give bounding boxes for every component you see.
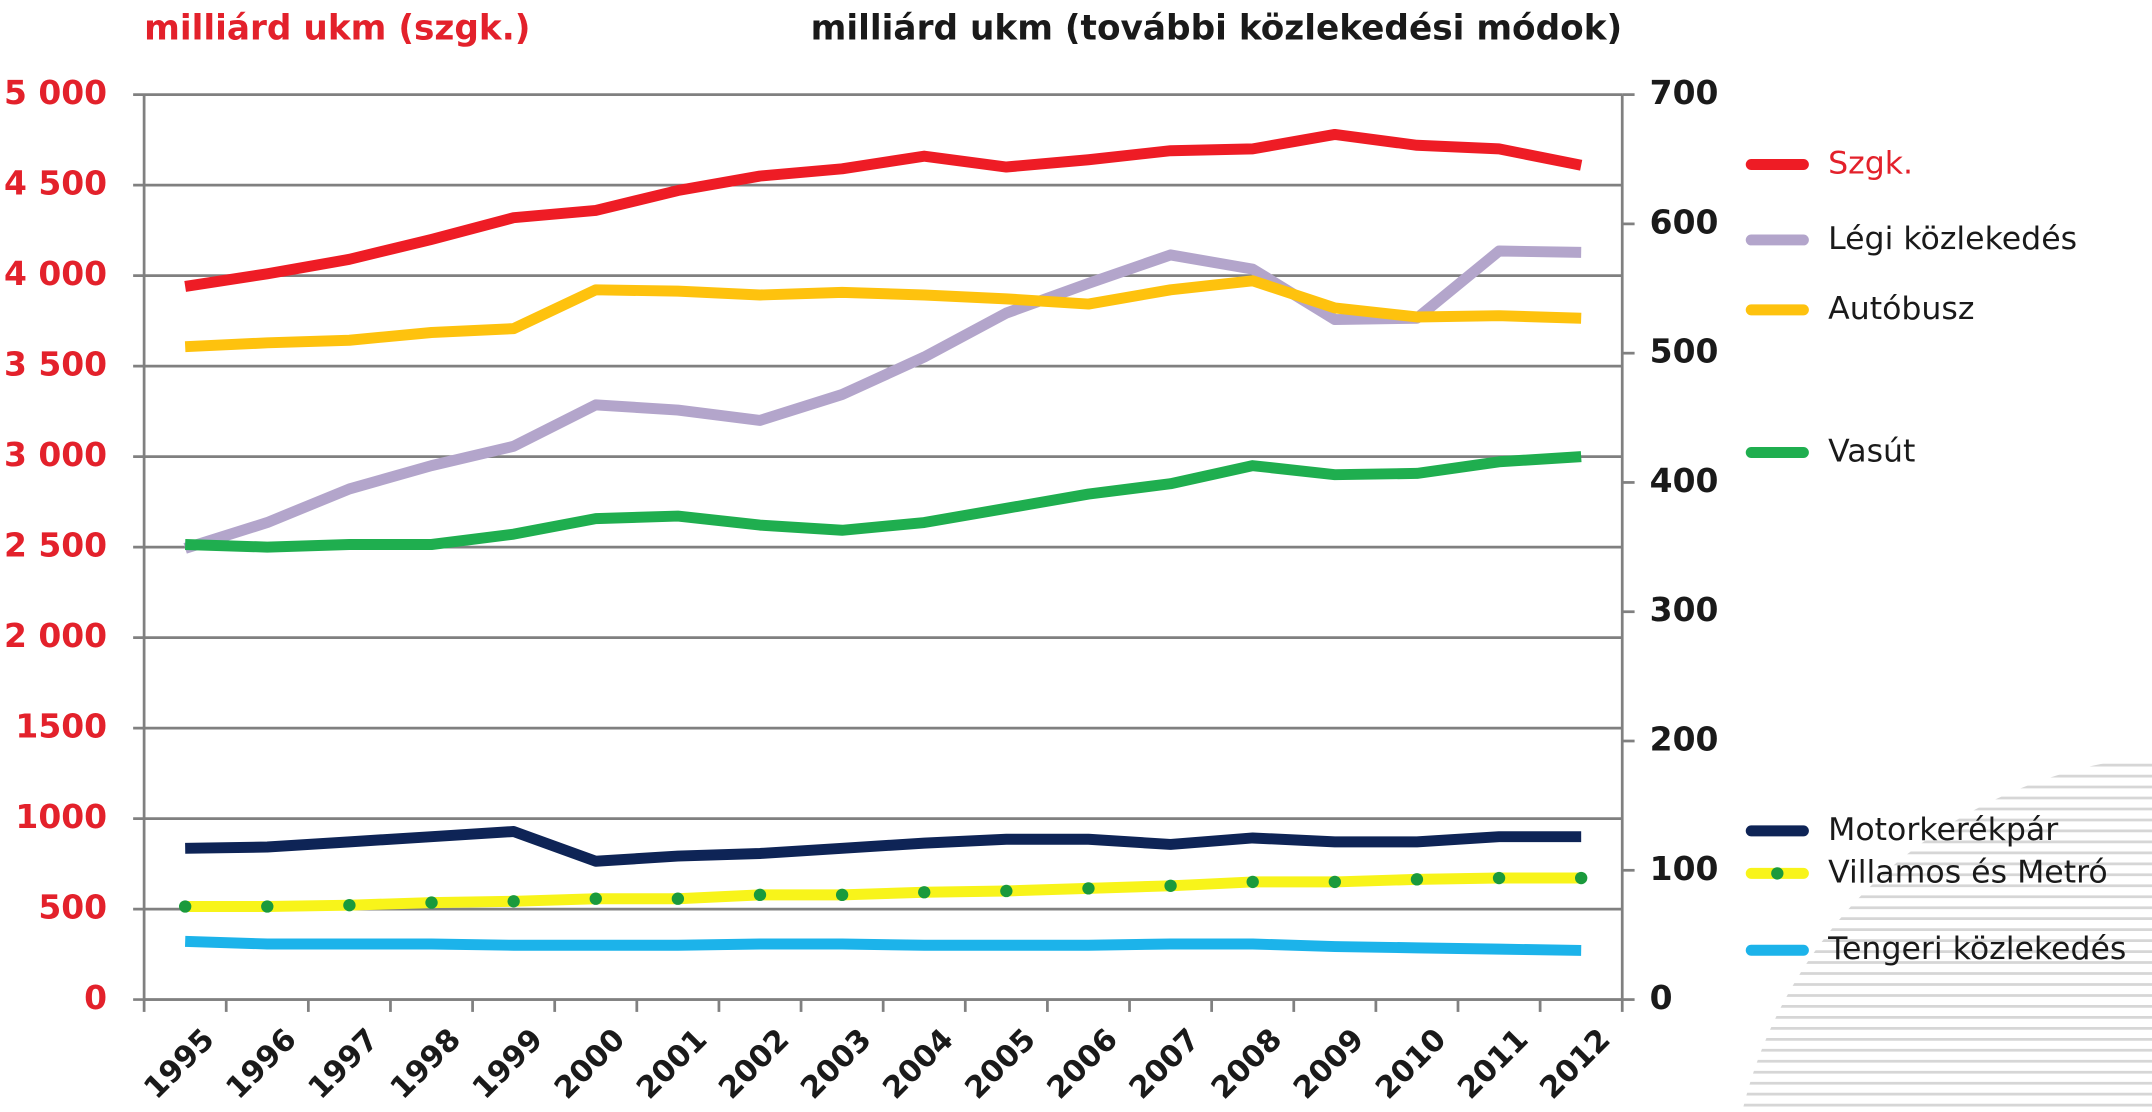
y2-axis-title: milliárd ukm (további közlekedési módok) <box>811 9 1623 49</box>
y2-tick-label: 200 <box>1650 720 1719 759</box>
x-tick-label: 2011 <box>1451 1022 1535 1106</box>
x-tick-label: 2008 <box>1205 1022 1289 1106</box>
y-tick-label: 5 000 <box>4 73 107 112</box>
point <box>1492 871 1506 885</box>
legend-label: Motorkerékpár <box>1828 812 2058 848</box>
legend-label: Vasút <box>1828 433 1915 469</box>
x-tick-label: 1996 <box>220 1022 304 1106</box>
x-tick-label: 2007 <box>1123 1022 1207 1106</box>
x-tick-label: 2012 <box>1533 1022 1617 1106</box>
x-tick-label: 2006 <box>1041 1022 1125 1106</box>
point <box>1000 884 1013 898</box>
series-line <box>183 245 1582 554</box>
y-tick-label: 0 <box>84 978 107 1017</box>
y2-tick-label: 500 <box>1650 332 1719 371</box>
y2-tick-label: 300 <box>1650 590 1719 629</box>
point <box>261 900 274 913</box>
point <box>671 892 685 905</box>
x-tick-label: 2001 <box>630 1022 714 1106</box>
y-tick-label: 2 000 <box>4 616 107 655</box>
y-tick-label: 500 <box>38 888 107 927</box>
point <box>835 888 849 902</box>
legend-label: Autóbusz <box>1828 291 1974 327</box>
point <box>1328 875 1341 889</box>
point <box>1164 879 1177 892</box>
x-tick-label: 1997 <box>302 1022 386 1106</box>
x-tick-label: 2000 <box>548 1022 632 1106</box>
y2-tick-label: 600 <box>1650 202 1719 241</box>
y-tick-label: 1500 <box>15 707 107 746</box>
y-tick-label: 4 000 <box>4 254 107 293</box>
x-tick-label: 1998 <box>384 1022 468 1106</box>
x-tick-label: 2003 <box>794 1022 878 1106</box>
point <box>753 888 767 902</box>
series-line <box>184 451 1582 553</box>
x-tick-label: 2009 <box>1287 1022 1371 1106</box>
y-tick-label: 3 500 <box>4 345 107 384</box>
x-tick-label: 2005 <box>959 1022 1043 1106</box>
point <box>1246 875 1259 889</box>
y-tick-label: 4 500 <box>4 164 107 203</box>
series-line <box>184 935 1582 956</box>
decoration <box>1729 754 2152 1107</box>
point <box>343 899 356 912</box>
series-line <box>185 872 1582 912</box>
series-line <box>184 275 1582 353</box>
series-line <box>184 128 1583 292</box>
x-tick-label: 2004 <box>876 1022 960 1106</box>
y2-tick-label: 0 <box>1650 978 1673 1017</box>
point <box>507 895 520 908</box>
point <box>425 896 438 909</box>
y2-tick-label: 700 <box>1650 73 1719 112</box>
y-tick-label: 3 000 <box>4 435 107 474</box>
x-tick-label: 1999 <box>466 1022 550 1106</box>
y2-tick-label: 400 <box>1650 461 1719 500</box>
legend-marker <box>1771 867 1784 880</box>
legend-label: Szgk. <box>1828 146 1913 182</box>
y2-tick-label: 100 <box>1650 849 1719 888</box>
legend-label: Légi közlekedés <box>1828 221 2077 257</box>
point <box>589 892 602 905</box>
point <box>1082 882 1095 895</box>
y-tick-label: 1000 <box>15 797 107 836</box>
y-axis-title: milliárd ukm (szgk.) <box>144 9 530 49</box>
series-line <box>185 826 1582 867</box>
y-tick-label: 2 500 <box>4 526 107 565</box>
point <box>178 900 192 913</box>
point <box>1410 873 1424 886</box>
point <box>918 886 931 899</box>
point <box>1574 871 1588 885</box>
legend-label: Villamos és Metró <box>1828 854 2108 890</box>
x-tick-label: 2002 <box>712 1022 796 1106</box>
x-tick-label: 1995 <box>137 1022 221 1106</box>
legend-label: Tengeri közlekedés <box>1827 931 2126 967</box>
x-tick-label: 2010 <box>1369 1022 1453 1106</box>
